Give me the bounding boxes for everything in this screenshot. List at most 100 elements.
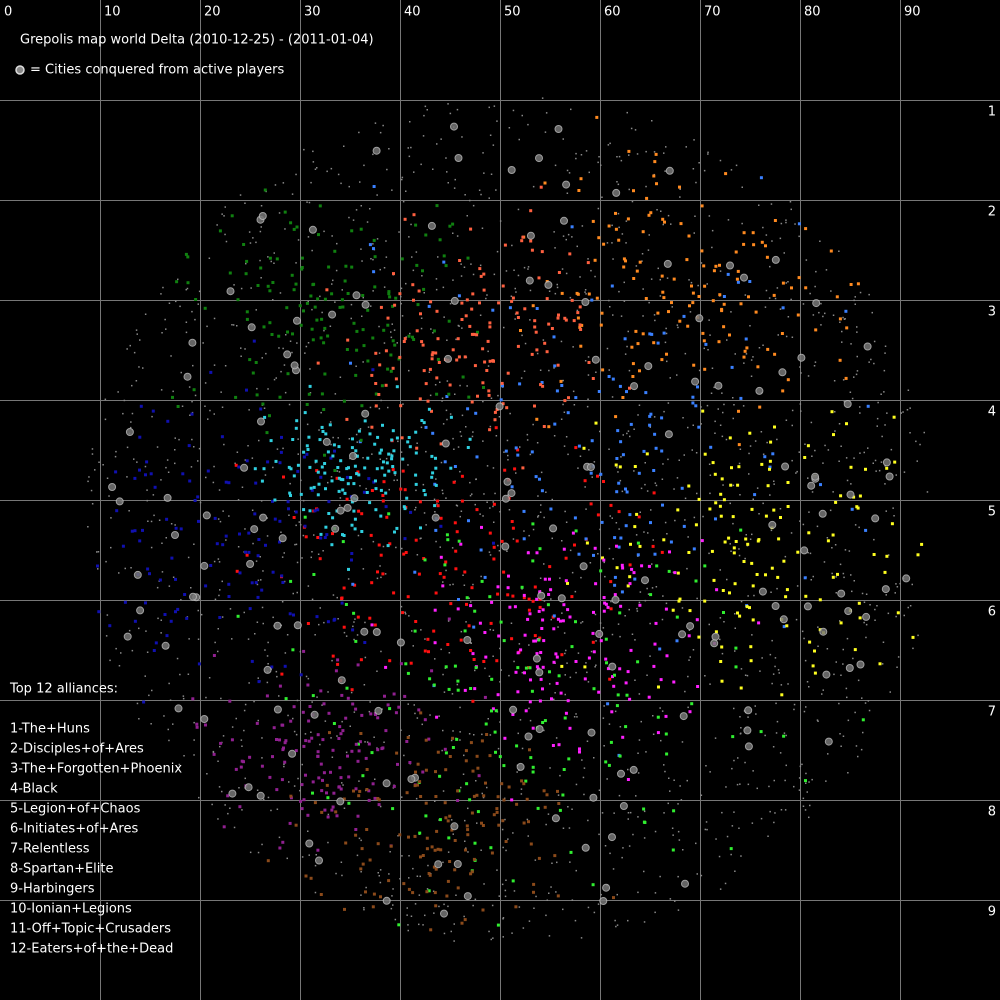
city [593, 911, 596, 914]
city [157, 617, 159, 620]
city [532, 528, 535, 531]
alliance-city [451, 348, 455, 352]
alliance-city [391, 304, 395, 308]
alliance-city [578, 747, 581, 751]
city [693, 232, 695, 234]
alliance-city [196, 495, 200, 499]
city [749, 538, 752, 540]
city [706, 404, 709, 407]
city [474, 503, 476, 506]
city [597, 903, 600, 905]
alliance-city [376, 570, 379, 574]
city [595, 371, 597, 373]
city [713, 386, 715, 389]
city [878, 469, 881, 472]
city [302, 499, 305, 502]
city [508, 509, 511, 511]
alliance-city [849, 283, 853, 286]
alliance-city [433, 891, 437, 895]
city [327, 481, 329, 484]
alliance-city [347, 775, 351, 779]
alliance-city [667, 569, 671, 573]
conquered-city [778, 368, 787, 377]
city [479, 264, 482, 267]
city [574, 590, 577, 593]
city [311, 598, 314, 601]
alliance-city [734, 540, 738, 543]
conquered-city [644, 362, 653, 371]
city [790, 208, 792, 211]
city [654, 830, 657, 833]
city [244, 459, 247, 461]
alliance-city [360, 512, 364, 516]
alliance-city [520, 239, 524, 243]
alliance-city [289, 579, 293, 583]
alliance-city [616, 429, 620, 433]
alliance-city [765, 255, 769, 259]
city [799, 765, 802, 768]
legend-entry: 1-The+Huns [10, 722, 90, 737]
alliance-city [535, 597, 539, 601]
city [550, 886, 552, 888]
alliance-city [724, 172, 728, 176]
alliance-city [624, 725, 628, 729]
conquered-city [608, 662, 617, 671]
city [769, 653, 772, 656]
city [654, 911, 656, 914]
alliance-city [195, 725, 199, 729]
alliance-city [502, 639, 506, 643]
city [380, 399, 382, 402]
city [850, 343, 852, 345]
alliance-city [578, 323, 582, 327]
city [401, 176, 404, 179]
alliance-city [522, 596, 526, 600]
alliance-city [402, 882, 406, 886]
alliance-city [566, 581, 569, 585]
city [453, 923, 455, 925]
alliance-city [454, 549, 458, 553]
city [554, 247, 556, 249]
alliance-city [403, 217, 407, 221]
alliance-city [688, 304, 691, 308]
city [543, 563, 545, 565]
alliance-city [374, 392, 378, 396]
alliance-city [471, 292, 475, 296]
city [843, 576, 845, 579]
city [876, 425, 878, 427]
alliance-city [278, 540, 281, 544]
alliance-city [679, 222, 683, 226]
alliance-city [139, 404, 143, 408]
alliance-city [695, 618, 699, 622]
city [812, 314, 815, 316]
city [608, 448, 610, 450]
alliance-city [386, 367, 390, 371]
city [590, 650, 593, 653]
city [311, 308, 313, 311]
y-label: 1 [988, 105, 996, 120]
conquered-city [885, 472, 894, 481]
city [679, 196, 681, 198]
alliance-city [829, 249, 833, 253]
city [459, 706, 461, 709]
alliance-city [319, 762, 323, 766]
city [499, 647, 501, 650]
city [146, 489, 148, 491]
city [263, 407, 266, 409]
alliance-city [433, 504, 437, 508]
city [316, 167, 318, 169]
alliance-city [376, 716, 380, 720]
alliance-city [308, 509, 312, 513]
alliance-city [444, 768, 448, 772]
city [606, 242, 609, 244]
alliance-city [516, 316, 520, 319]
city [446, 171, 448, 173]
city [294, 543, 296, 546]
alliance-city [513, 605, 517, 609]
city [459, 431, 462, 433]
city [332, 436, 334, 439]
alliance-city [337, 785, 341, 789]
conquered-city [619, 802, 628, 810]
city [249, 851, 252, 854]
city [335, 269, 338, 272]
city [833, 380, 836, 382]
